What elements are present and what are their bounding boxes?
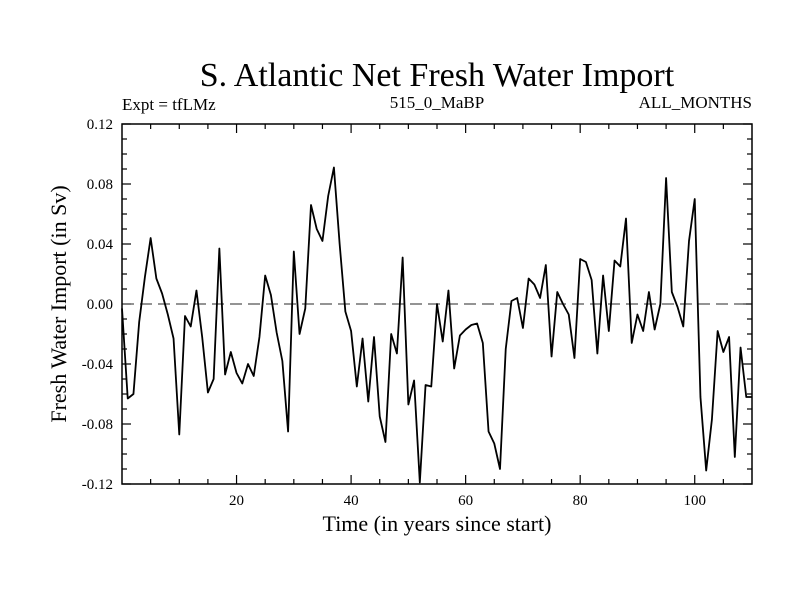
subtitle-center: 515_0_MaBP xyxy=(390,93,484,112)
y-tick-label: 0.08 xyxy=(87,177,113,193)
chart-title: S. Atlantic Net Fresh Water Import xyxy=(200,57,675,94)
series-line xyxy=(121,166,752,484)
subtitle-left: Expt = tfLMz xyxy=(122,95,216,114)
tick-marks xyxy=(122,123,752,485)
y-tick-label: -0.08 xyxy=(82,417,113,433)
subtitle-right: ALL_MONTHS xyxy=(639,93,752,112)
x-axis-label: Time (in years since start) xyxy=(323,511,552,536)
y-tick-label: -0.04 xyxy=(82,357,114,373)
x-tick-label: 100 xyxy=(683,493,706,509)
y-tick-label: 0.12 xyxy=(87,117,113,133)
x-tick-label: 60 xyxy=(458,493,473,509)
tick-labels: 20 40 60 80 100 -0.12 -0.08 -0.04 0.00 0.04 0.08 0.… xyxy=(82,117,706,509)
y-tick-label: 0.00 xyxy=(87,297,113,313)
y-axis-label: Fresh Water Import (in Sv) xyxy=(46,185,71,422)
x-tick-label: 20 xyxy=(229,493,244,509)
x-tick-label: 80 xyxy=(573,493,588,509)
plot-frame xyxy=(121,123,753,485)
x-tick-label: 40 xyxy=(344,493,359,509)
y-tick-label: -0.12 xyxy=(82,477,113,493)
y-tick-label: 0.04 xyxy=(87,237,114,253)
